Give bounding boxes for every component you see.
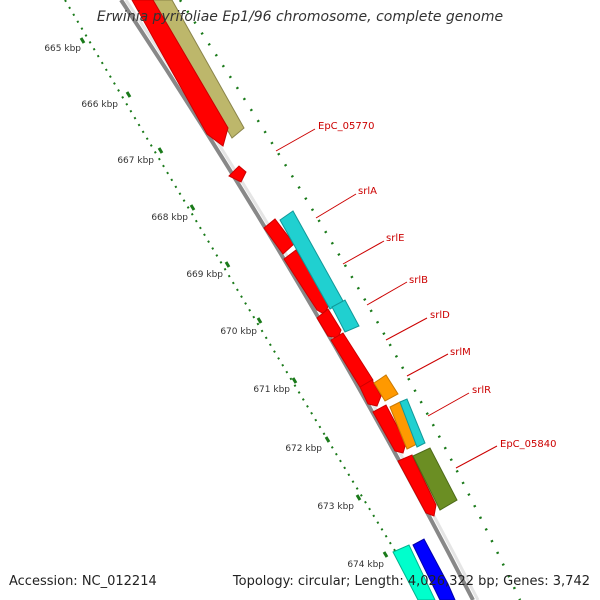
tick-668 xyxy=(189,204,196,211)
kbp-label: 666 kbp xyxy=(81,100,118,110)
tick-669 xyxy=(224,261,231,268)
cds-arrow-srlm xyxy=(359,379,382,407)
tick-667 xyxy=(157,147,164,154)
cds-arrow-epc05840 xyxy=(397,454,437,517)
kbp-label: 674 kbp xyxy=(347,560,384,570)
cds-arrow-srle xyxy=(283,249,331,315)
kbp-label: 670 kbp xyxy=(220,327,257,337)
gene-label-srla: srlA xyxy=(358,186,377,197)
leader-lines xyxy=(275,128,498,469)
gene-labels: EpC_05770 srlA srlE srlB srlD srlM srlR … xyxy=(318,121,556,450)
tick-672 xyxy=(324,436,331,443)
tick-674 xyxy=(382,551,389,558)
cds-arrow-srlr xyxy=(372,404,407,454)
kbp-label: 672 kbp xyxy=(285,444,322,454)
kbp-label: 671 kbp xyxy=(253,385,290,395)
gene-label-epc05840: EpC_05840 xyxy=(500,439,556,450)
kbp-label: 673 kbp xyxy=(317,502,354,512)
major-ticks xyxy=(79,37,389,558)
map-title: Erwinia pyrifoliae Ep1/96 chromosome, co… xyxy=(96,9,504,25)
green-feature xyxy=(412,447,458,511)
cyan-feature-2 xyxy=(331,299,360,333)
gene-label-srlm: srlM xyxy=(450,347,471,358)
inner-dotted-ring xyxy=(64,0,426,600)
gene-label-srle: srlE xyxy=(386,233,404,244)
aqua-feature xyxy=(392,544,436,600)
kbp-labels: 665 kbp 666 kbp 667 kbp 668 kbp 669 kbp … xyxy=(44,44,384,570)
gene-label-srlr: srlR xyxy=(472,385,491,396)
leader-srlb xyxy=(366,281,408,306)
leader-srla xyxy=(315,193,357,219)
leader-srlr xyxy=(427,392,470,417)
tick-673 xyxy=(355,494,362,501)
orange-feature-srlm xyxy=(373,374,399,402)
leader-srld xyxy=(385,317,428,341)
tick-671 xyxy=(291,377,298,384)
leader-epc05770 xyxy=(275,128,316,152)
outer-dotted-ring xyxy=(178,0,522,600)
kbp-label: 667 kbp xyxy=(117,156,154,166)
tick-670 xyxy=(256,317,263,324)
genome-summary-text: Topology: circular; Length: 4,026,322 bp… xyxy=(232,574,590,589)
gene-label-epc05770: EpC_05770 xyxy=(318,121,374,132)
cyan-feature-3 xyxy=(399,398,426,448)
backbone xyxy=(119,0,475,600)
gene-label-srlb: srlB xyxy=(409,275,428,286)
leader-srlm xyxy=(406,353,449,377)
cds-arrow-epc05770 xyxy=(228,165,247,183)
tick-666 xyxy=(125,91,132,98)
cds-arrow-srld xyxy=(330,332,374,392)
kbp-label: 665 kbp xyxy=(44,44,81,54)
kbp-label: 669 kbp xyxy=(186,270,223,280)
leader-srle xyxy=(342,240,385,265)
tick-665 xyxy=(79,37,86,44)
accession-text: Accession: NC_012214 xyxy=(9,574,157,589)
cds-arrow-1 xyxy=(131,0,229,147)
leader-epc05840 xyxy=(455,445,498,469)
blue-feature xyxy=(412,538,456,600)
cds-arrow-srlb xyxy=(316,308,342,339)
gene-label-srld: srlD xyxy=(430,310,450,321)
kbp-label: 668 kbp xyxy=(151,213,188,223)
